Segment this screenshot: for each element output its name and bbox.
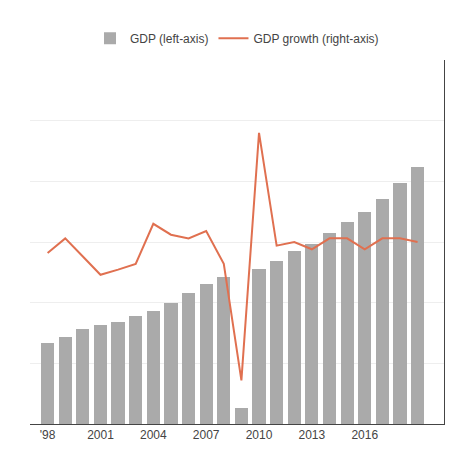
svg-text:2001: 2001 [87, 428, 114, 442]
svg-text:GDP (left-axis): GDP (left-axis) [130, 32, 208, 46]
svg-text:'98: '98 [40, 428, 56, 442]
svg-text:2013: 2013 [299, 428, 326, 442]
svg-text:2007: 2007 [193, 428, 220, 442]
svg-text:2004: 2004 [140, 428, 167, 442]
svg-text:2016: 2016 [351, 428, 378, 442]
svg-text:GDP growth (right-axis): GDP growth (right-axis) [253, 32, 378, 46]
svg-text:2010: 2010 [246, 428, 273, 442]
